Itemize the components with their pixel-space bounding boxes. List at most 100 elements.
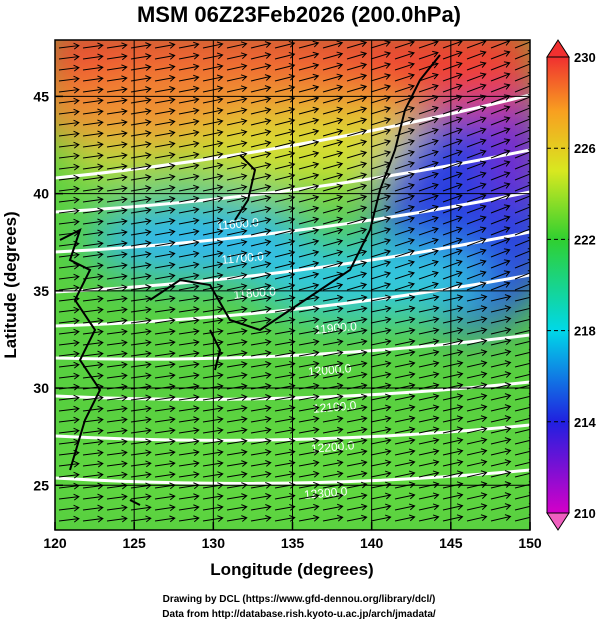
wind-vector bbox=[394, 448, 416, 456]
wind-vector bbox=[322, 249, 344, 258]
wind-vector bbox=[298, 327, 320, 335]
wind-vector bbox=[466, 193, 487, 203]
wind-vector bbox=[418, 50, 439, 60]
wind-vector bbox=[274, 282, 296, 291]
wind-vector bbox=[322, 282, 344, 291]
wind-vector bbox=[106, 218, 128, 226]
wind-vector bbox=[418, 327, 440, 335]
wind-vector bbox=[154, 261, 176, 269]
wind-vector bbox=[298, 40, 320, 49]
wind-vector bbox=[250, 206, 272, 214]
wind-vector bbox=[298, 183, 320, 192]
wind-vector bbox=[106, 460, 128, 468]
wind-vector bbox=[394, 216, 415, 225]
wind-vector bbox=[226, 162, 248, 170]
wind-vector bbox=[58, 97, 80, 105]
wind-vector bbox=[418, 448, 440, 456]
wind-vector bbox=[82, 53, 104, 61]
wind-vector bbox=[490, 305, 512, 313]
wind-vector bbox=[298, 161, 320, 170]
wind-vector bbox=[250, 515, 272, 522]
wind-vector bbox=[226, 63, 248, 71]
wind-vector bbox=[106, 493, 128, 501]
wind-vector bbox=[226, 151, 248, 159]
wind-vector bbox=[466, 481, 488, 489]
wind-vector bbox=[178, 427, 200, 435]
wind-vector bbox=[490, 294, 512, 302]
wind-vector bbox=[274, 349, 296, 357]
wind-vector bbox=[418, 514, 440, 522]
wind-vector bbox=[322, 349, 344, 357]
wind-vector bbox=[202, 96, 224, 104]
wind-vector bbox=[154, 52, 176, 60]
wind-vector bbox=[370, 437, 392, 445]
wind-vector bbox=[370, 84, 392, 93]
wind-vector bbox=[82, 251, 104, 259]
wind-vector bbox=[394, 249, 415, 258]
wind-vector bbox=[418, 138, 439, 148]
wind-vector bbox=[490, 404, 512, 412]
wind-vector bbox=[154, 217, 176, 225]
wind-vector bbox=[418, 237, 439, 247]
wind-vector bbox=[58, 284, 80, 292]
wind-vector bbox=[298, 227, 320, 236]
wind-vector bbox=[226, 350, 248, 357]
wind-vector bbox=[298, 338, 320, 346]
wind-vector bbox=[82, 229, 104, 237]
wind-vector bbox=[322, 139, 344, 148]
wind-vector bbox=[322, 172, 344, 181]
wind-vector bbox=[346, 415, 368, 423]
wind-vector bbox=[394, 227, 415, 236]
wind-vector bbox=[58, 141, 80, 149]
wind-vector bbox=[274, 393, 296, 401]
wind-vector bbox=[418, 426, 440, 434]
wind-vector bbox=[274, 327, 296, 335]
wind-vector bbox=[250, 317, 272, 324]
wind-vector bbox=[514, 360, 530, 368]
wind-vector bbox=[58, 218, 80, 226]
wind-vector bbox=[394, 73, 415, 82]
wind-vector bbox=[322, 338, 344, 346]
y-tick-label: 40 bbox=[33, 186, 49, 202]
wind-vector bbox=[370, 426, 392, 434]
wind-vector bbox=[106, 86, 128, 94]
wind-vector bbox=[514, 305, 530, 313]
wind-vector bbox=[394, 40, 415, 49]
colorbar-min-arrow bbox=[546, 512, 570, 531]
wind-vector bbox=[226, 438, 248, 445]
wind-vector bbox=[250, 173, 272, 181]
wind-vector bbox=[178, 151, 200, 159]
wind-vector bbox=[442, 149, 463, 159]
wind-vector bbox=[106, 152, 128, 160]
wind-vector bbox=[394, 492, 416, 500]
wind-vector bbox=[466, 116, 487, 126]
coastline bbox=[59, 54, 441, 506]
wind-vector bbox=[514, 448, 530, 456]
wind-vector bbox=[466, 459, 488, 467]
wind-vector bbox=[466, 470, 488, 478]
wind-vector bbox=[250, 471, 272, 478]
wind-vector bbox=[202, 272, 224, 280]
wind-vector bbox=[466, 349, 488, 357]
wind-vector bbox=[466, 371, 488, 379]
wind-vector bbox=[154, 493, 176, 501]
wind-vector bbox=[490, 492, 512, 500]
wind-vector bbox=[58, 273, 80, 281]
wind-vector bbox=[106, 295, 128, 303]
wind-vector bbox=[298, 205, 320, 214]
wind-vector bbox=[178, 449, 200, 457]
wind-vector bbox=[418, 116, 439, 126]
wind-vector bbox=[250, 438, 272, 445]
wind-vector bbox=[490, 338, 512, 346]
wind-vector bbox=[82, 152, 104, 160]
wind-vector bbox=[490, 127, 511, 137]
wind-vector bbox=[418, 40, 439, 49]
wind-vector bbox=[154, 416, 176, 424]
wind-vector bbox=[298, 84, 320, 93]
wind-vector bbox=[394, 139, 415, 148]
wind-vector bbox=[466, 294, 488, 302]
wind-vector bbox=[298, 150, 320, 159]
wind-vector bbox=[202, 74, 224, 82]
wind-vector bbox=[514, 437, 530, 445]
wind-vector bbox=[250, 339, 272, 346]
